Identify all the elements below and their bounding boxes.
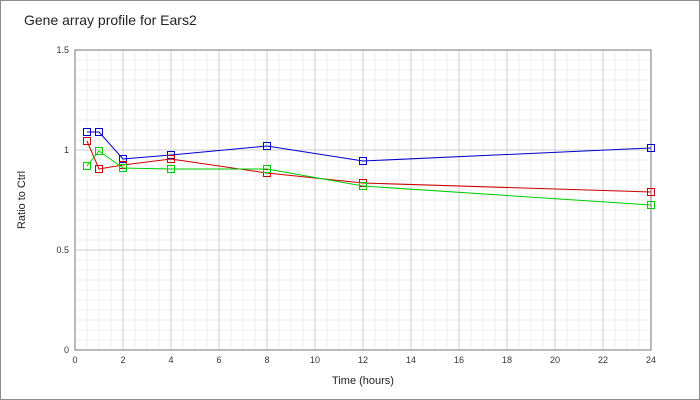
data-point: [83, 137, 91, 145]
data-point: [83, 128, 91, 136]
data-point: [119, 155, 127, 163]
data-point: [95, 128, 103, 136]
data-point: [95, 165, 103, 173]
x-tick-label: 6: [216, 355, 221, 365]
x-tick-label: 12: [358, 355, 368, 365]
x-tick-label: 20: [550, 355, 560, 365]
x-tick-label: 8: [264, 355, 269, 365]
x-axis-label: Time (hours): [332, 375, 394, 387]
y-tick-label: 1.5: [56, 45, 69, 55]
y-axis-label: Ratio to Ctrl: [16, 171, 28, 229]
series-group: [83, 128, 655, 209]
series-line: [87, 131, 652, 162]
data-point: [647, 201, 655, 209]
series-line: [86, 140, 652, 193]
y-tick-label: 1: [64, 145, 69, 155]
data-point: [263, 165, 271, 173]
plot-area: [74, 49, 652, 351]
x-tick-label: 24: [646, 355, 656, 365]
data-point: [83, 162, 91, 170]
y-tick-label: 0.5: [56, 245, 69, 255]
data-point: [263, 142, 271, 150]
x-tick-label: 16: [454, 355, 464, 365]
chart-title: Gene array profile for Ears2: [24, 12, 197, 28]
x-tick-label: 22: [598, 355, 608, 365]
x-tick-label: 2: [120, 355, 125, 365]
x-tick-label: 4: [168, 355, 173, 365]
data-point: [359, 157, 367, 165]
data-point: [359, 182, 367, 190]
x-tick-label: 18: [502, 355, 512, 365]
series-line: [86, 150, 652, 206]
data-point: [167, 165, 175, 173]
y-tick-label: 0: [64, 345, 69, 355]
data-point: [647, 188, 655, 196]
x-tick-label: 0: [72, 355, 77, 365]
x-tick-label: 14: [406, 355, 416, 365]
data-point: [95, 147, 103, 155]
data-point: [167, 155, 175, 163]
data-point: [647, 144, 655, 152]
data-point: [119, 164, 127, 172]
x-tick-label: 10: [310, 355, 320, 365]
